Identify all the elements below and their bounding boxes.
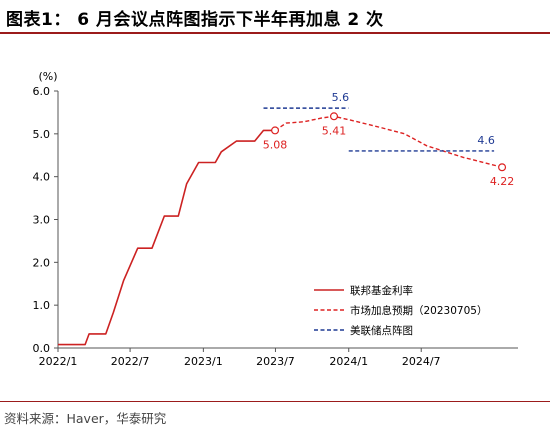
x-tick-label: 2024/7 bbox=[402, 355, 441, 368]
series-line-fed-funds-rate bbox=[58, 129, 276, 346]
y-tick-label: 5.0 bbox=[33, 128, 51, 141]
dot-plot-label: 5.6 bbox=[332, 91, 350, 104]
x-tick-label: 2024/1 bbox=[329, 355, 368, 368]
y-tick-label: 6.0 bbox=[33, 85, 51, 98]
dot-plot-label: 4.6 bbox=[477, 134, 495, 147]
y-tick-label: 2.0 bbox=[33, 256, 51, 269]
x-tick-label: 2023/1 bbox=[184, 355, 223, 368]
legend-item-market-expectation-label: 市场加息预期（20230705） bbox=[350, 304, 487, 317]
data-label: 4.22 bbox=[490, 175, 515, 188]
source-note: 资料来源：Haver，华泰研究 bbox=[4, 411, 167, 426]
x-tick-label: 2022/7 bbox=[111, 355, 150, 368]
data-label: 5.41 bbox=[322, 124, 347, 137]
y-tick-label: 4.0 bbox=[33, 171, 51, 184]
rate-chart: (%) 0.0 1.0 2.0 3.0 4.0 5.0 6.0 2022/1 2022/7 2023… bbox=[33, 70, 518, 368]
series-line-market-expectation bbox=[274, 115, 503, 168]
legend-item-fed-funds-rate-label: 联邦基金利率 bbox=[350, 284, 413, 297]
footer-divider bbox=[0, 401, 550, 402]
data-point-marker bbox=[498, 163, 507, 172]
data-point-marker bbox=[330, 112, 339, 121]
y-tick-label: 0.0 bbox=[33, 342, 51, 355]
figure-title: 图表1： 6 月会议点阵图指示下半年再加息 2 次 bbox=[6, 10, 384, 30]
y-tick-label: 3.0 bbox=[33, 214, 51, 227]
data-point-marker bbox=[271, 126, 280, 135]
y-axis-label: (%) bbox=[38, 70, 57, 83]
y-tick-label: 1.0 bbox=[33, 299, 51, 312]
x-tick-label: 2023/7 bbox=[256, 355, 295, 368]
figure-header: 图表1： 6 月会议点阵图指示下半年再加息 2 次 bbox=[0, 0, 550, 34]
x-tick-label: 2022/1 bbox=[39, 355, 78, 368]
header-divider bbox=[0, 32, 550, 34]
data-label: 5.08 bbox=[263, 138, 288, 151]
legend-item-dot-plot-label: 美联储点阵图 bbox=[350, 324, 413, 337]
